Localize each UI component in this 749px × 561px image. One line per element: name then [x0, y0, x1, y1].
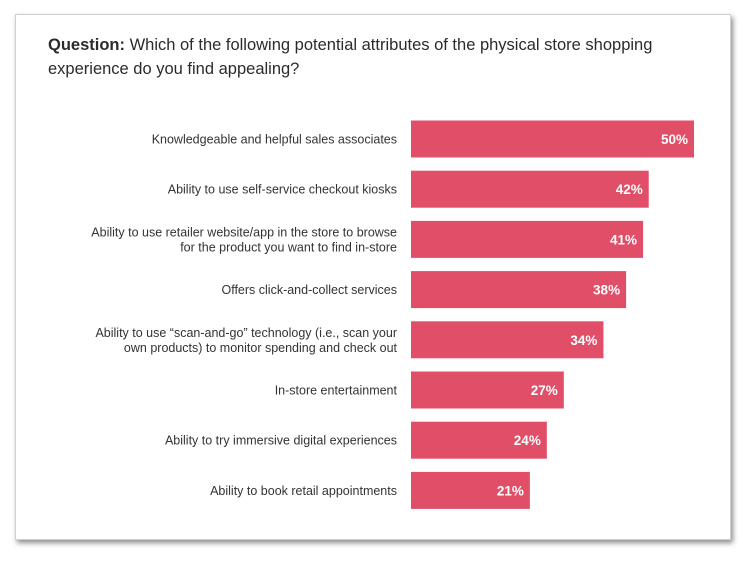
bar — [411, 421, 547, 459]
bar — [411, 471, 530, 509]
category-label-line: Ability to book retail appointments — [210, 484, 397, 498]
category-label: In-store entertainment — [275, 384, 398, 398]
bar — [411, 220, 644, 258]
bar-chart: 50% Knowledgeable and helpful sales assoc… — [91, 120, 694, 509]
bar — [411, 271, 627, 309]
category-label-line: Ability to try immersive digital experie… — [165, 434, 397, 448]
bar — [411, 321, 604, 359]
bar-value-label: 38% — [593, 283, 620, 298]
category-label-line: own products) to monitor spending and ch… — [124, 341, 398, 355]
category-label: Ability to use retailer website/app in t… — [91, 225, 397, 254]
category-label-line: Ability to use retailer website/app in t… — [91, 225, 397, 239]
bar — [411, 371, 564, 409]
bar-value-label: 27% — [531, 383, 558, 398]
bar — [411, 120, 694, 158]
bar-value-label: 24% — [514, 433, 541, 448]
bar-value-label: 50% — [661, 132, 688, 147]
question-label: Question: — [48, 36, 125, 54]
category-label: Offers click-and-collect services — [221, 283, 397, 297]
bar-value-label: 41% — [610, 232, 637, 247]
bar — [411, 170, 649, 208]
category-label: Ability to use “scan-and-go” technology … — [95, 326, 397, 355]
question-body: Which of the following potential attribu… — [48, 36, 653, 78]
category-label-line: Ability to use self-service checkout kio… — [168, 183, 397, 197]
bar-value-label: 21% — [497, 483, 524, 498]
category-label: Ability to try immersive digital experie… — [165, 434, 397, 448]
category-label: Knowledgeable and helpful sales associat… — [152, 133, 397, 147]
category-label: Ability to use self-service checkout kio… — [168, 183, 397, 197]
category-label-line: Ability to use “scan-and-go” technology … — [95, 326, 397, 340]
category-label-line: Knowledgeable and helpful sales associat… — [152, 133, 397, 147]
category-label-line: In-store entertainment — [275, 384, 398, 398]
category-label-line: for the product you want to find in-stor… — [180, 240, 397, 254]
category-label-line: Offers click-and-collect services — [221, 283, 397, 297]
bar-value-label: 34% — [570, 333, 597, 348]
chart-card: Question: Which of the following potenti… — [15, 14, 731, 540]
category-label: Ability to book retail appointments — [210, 484, 397, 498]
question-text: Question: Which of the following potenti… — [48, 33, 698, 81]
bar-value-label: 42% — [616, 182, 643, 197]
